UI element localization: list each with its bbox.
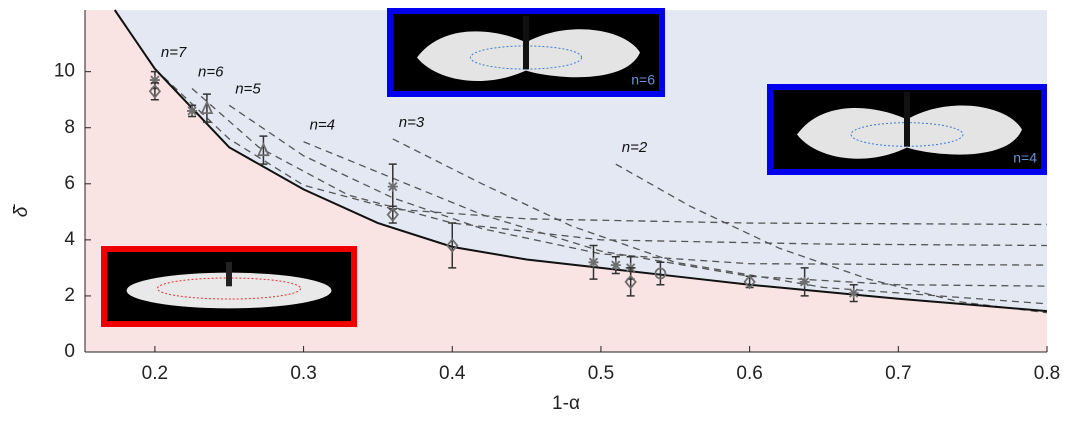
point: [446, 238, 459, 253]
point: [257, 141, 270, 157]
point: [743, 274, 756, 290]
error-bar: [626, 267, 635, 297]
point: [200, 99, 214, 115]
rod: [226, 262, 232, 287]
point: [386, 207, 399, 223]
inset-label: n=6: [631, 72, 655, 88]
error-bar: [259, 135, 268, 165]
mode-label: n=2: [622, 139, 648, 156]
x-axis-label: 1-α: [552, 393, 580, 414]
ring: [469, 45, 583, 70]
y-tick-label: 2: [64, 285, 75, 306]
x-tick-label: 0.7: [885, 363, 911, 384]
error-bar: [656, 261, 665, 286]
x-tick-label: 0.3: [290, 363, 316, 384]
point: [610, 260, 621, 271]
mode-label: n=7: [161, 44, 187, 61]
mode-label: n=5: [235, 80, 261, 97]
point: [624, 274, 637, 290]
point: [654, 267, 667, 280]
inset: n=4: [767, 84, 1047, 175]
phase-boundary: [113, 9, 1048, 313]
x-tick-label: 0.8: [1034, 363, 1060, 384]
mode-curve: [392, 138, 1048, 305]
y-tick-label: 10: [54, 61, 75, 82]
rod: [523, 16, 529, 70]
mode-label: n=4: [310, 117, 335, 134]
rod: [904, 92, 910, 147]
y-tick-label: 0: [64, 341, 75, 362]
x-tick-label: 0.6: [736, 363, 762, 384]
mode-curve: [228, 104, 1048, 266]
inset: [101, 246, 357, 327]
mode-label: n=6: [198, 63, 224, 80]
error-bar: [448, 222, 457, 269]
point: [588, 257, 599, 268]
mode-curve: [191, 88, 1048, 247]
x-tick-label: 0.2: [142, 363, 168, 384]
point: [187, 105, 198, 116]
error-bar: [202, 93, 211, 123]
x-tick-label: 0.4: [439, 363, 466, 384]
mode-label: n=3: [399, 114, 425, 131]
x-tick-label: 0.5: [588, 363, 614, 384]
point: [149, 75, 160, 86]
point: [799, 276, 810, 287]
y-tick-label: 8: [64, 117, 75, 138]
point: [848, 288, 859, 299]
y-tick-label: 4: [64, 229, 75, 250]
point: [148, 83, 162, 99]
y-axis-label: δ̄: [11, 204, 32, 218]
y-tick-label: 6: [64, 173, 75, 194]
inset-label: n=4: [1013, 150, 1037, 166]
mode-curve: [615, 163, 1048, 314]
inset: n=6: [387, 8, 665, 97]
point: [387, 181, 398, 192]
